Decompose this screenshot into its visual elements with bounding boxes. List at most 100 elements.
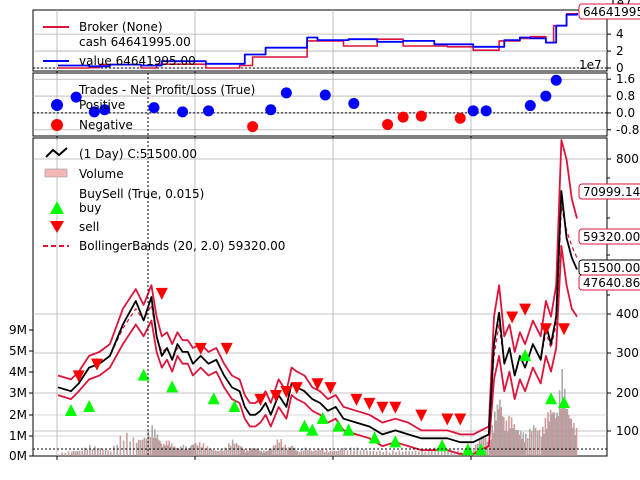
legend-value-label: value 64641995.00 — [79, 54, 196, 68]
volume-bar — [244, 452, 247, 456]
volume-bar — [210, 448, 213, 456]
volume-bar — [521, 438, 523, 456]
volume-bar — [141, 439, 144, 456]
price-ytick-label: 300 — [616, 346, 639, 360]
sell-marker — [441, 413, 454, 426]
volume-bar — [557, 416, 560, 456]
volume-bar — [517, 430, 519, 456]
volume-bar — [523, 442, 526, 456]
legend-bollinger-label: BollingerBands (20, 2.0) 59320.00 — [79, 239, 285, 253]
buy-marker — [306, 423, 319, 436]
volume-bar — [189, 448, 191, 456]
volume-bar — [155, 438, 157, 456]
volume-bar — [287, 447, 290, 456]
volume-bar — [78, 450, 81, 456]
volume-bar — [200, 446, 203, 456]
volume-bar — [388, 452, 391, 456]
value-bb-lower-box — [578, 274, 640, 291]
sell-marker — [290, 382, 303, 395]
volume-bar — [538, 430, 541, 456]
volume-bar — [119, 435, 122, 456]
volume-bar — [551, 413, 553, 456]
volume-bar — [268, 449, 270, 456]
volume-bar — [228, 443, 230, 456]
volume-bar — [556, 412, 558, 456]
volume-bar — [298, 452, 301, 456]
legend-volume-label: Volume — [79, 167, 124, 181]
volume-bar — [312, 451, 314, 456]
volume-bar — [561, 369, 563, 456]
volume-bar — [226, 449, 228, 456]
volume-bar — [414, 450, 417, 456]
volume-bar — [263, 450, 265, 456]
legend-volume-swatch — [44, 168, 68, 178]
volume-bar — [247, 451, 249, 456]
volume-bar — [290, 446, 292, 456]
volume-bar — [566, 409, 569, 456]
volume-bar — [492, 432, 495, 456]
broker-last-value-box — [578, 3, 640, 20]
volume-bar — [222, 450, 224, 456]
volume-bar — [570, 418, 573, 456]
volume-bar — [178, 448, 181, 456]
volume-bar — [427, 449, 430, 456]
volume-bar — [278, 442, 281, 456]
buy-marker — [298, 419, 311, 432]
legend-buysell-label: BuySell (True, 0.015) — [79, 187, 204, 201]
buy-marker — [519, 349, 532, 362]
volume-bar — [530, 431, 533, 456]
buy-marker — [389, 435, 402, 448]
sell-marker — [539, 323, 552, 336]
buy-marker — [207, 392, 220, 405]
volume-bar — [143, 437, 146, 456]
trade-point-positive — [203, 105, 215, 117]
volume-bar — [257, 449, 260, 456]
volume-bar — [295, 450, 297, 456]
volume-bar — [508, 415, 510, 456]
value-bb-lower-text: 47640.86 — [583, 276, 640, 290]
value-bb-mid-text: 59320.00 — [583, 230, 640, 244]
volume-bar — [224, 447, 226, 456]
legend-sell-label: sell — [79, 220, 99, 234]
sell-marker — [350, 393, 363, 406]
volume-bar — [379, 450, 381, 456]
volume-bar — [512, 428, 514, 456]
volume-bar — [64, 453, 67, 456]
buy-marker — [332, 419, 345, 432]
volume-bar — [242, 449, 244, 456]
volume-bar — [99, 448, 102, 456]
broker-exponent: 1e7 — [579, 58, 602, 72]
volume-bar — [575, 427, 578, 456]
volume-bar — [308, 449, 310, 456]
volume-bar — [157, 439, 160, 456]
trade-point-positive — [467, 105, 479, 117]
volume-bar — [560, 408, 562, 456]
sell-marker — [415, 409, 428, 422]
volume-bar — [302, 450, 305, 456]
volume-bar — [174, 447, 177, 456]
volume-bar — [331, 451, 334, 456]
volume-bar — [534, 428, 537, 456]
trade-point-negative — [247, 121, 259, 133]
volume-bar — [218, 450, 220, 456]
buy-marker — [316, 411, 329, 424]
volume-bar — [239, 446, 242, 456]
volume-bar — [252, 449, 255, 456]
volume-bar — [126, 432, 128, 456]
volume-bar — [453, 451, 456, 456]
volume-bar — [346, 450, 349, 456]
volume-bar — [513, 424, 515, 456]
volume-bar — [491, 425, 493, 456]
buy-marker — [342, 423, 355, 436]
sell-marker — [363, 397, 376, 410]
volume-bar — [549, 409, 552, 456]
buy-marker — [474, 443, 487, 456]
sell-marker — [454, 413, 467, 426]
volume-bar — [233, 443, 236, 456]
volume-bar — [102, 449, 104, 456]
volume-bar — [272, 445, 275, 456]
volume-bar — [510, 417, 513, 456]
broker-ytick-label: 0 — [616, 61, 624, 75]
volume-bar — [382, 452, 384, 456]
